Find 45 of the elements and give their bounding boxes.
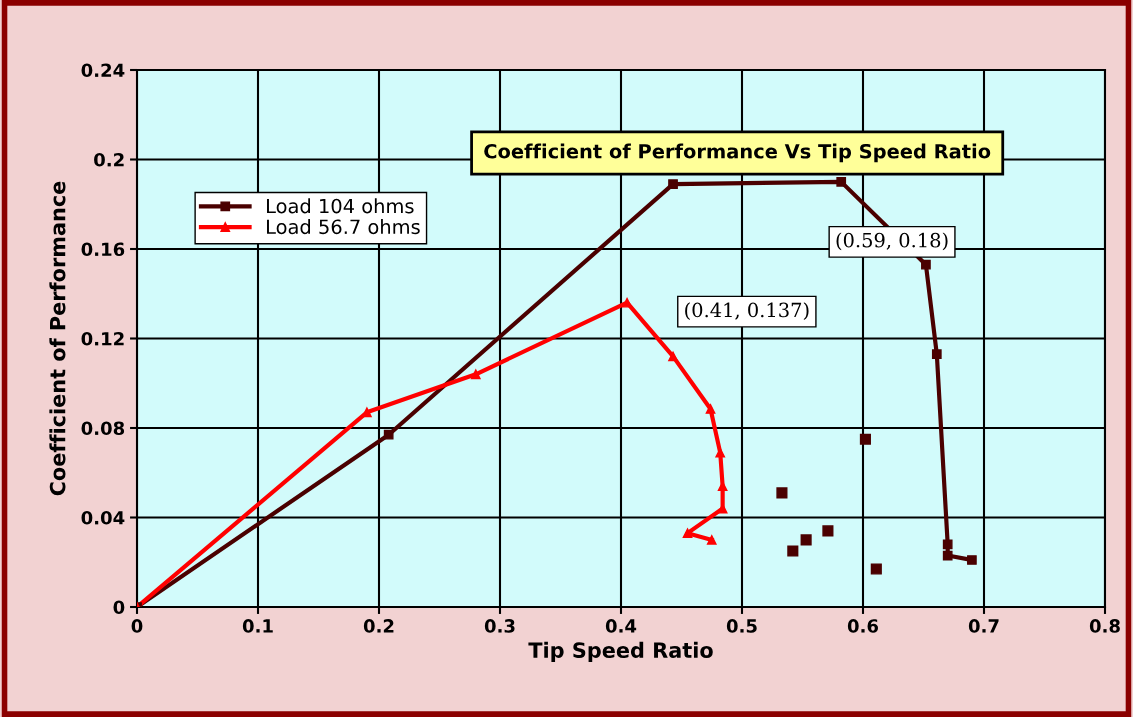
y-tick-label: 0.24 xyxy=(81,63,125,78)
point xyxy=(967,555,977,565)
point xyxy=(362,407,372,418)
point xyxy=(715,447,726,458)
x-tick-label: 0 xyxy=(131,619,143,633)
y-tick-label: 0.12 xyxy=(81,331,124,346)
point xyxy=(668,351,678,362)
x-tick-label: 0.3 xyxy=(484,619,515,633)
point xyxy=(931,349,942,360)
point xyxy=(470,369,481,380)
point xyxy=(682,528,693,539)
point xyxy=(942,550,953,561)
x-tick-label: 0.5 xyxy=(726,619,757,633)
x-tick-label: 0.1 xyxy=(242,619,273,633)
point xyxy=(942,539,953,550)
x-tick-label: 0.6 xyxy=(847,619,879,633)
x-tick-label: 0.4 xyxy=(605,619,637,633)
y-tick-label: 0.04 xyxy=(81,510,125,525)
point xyxy=(668,179,678,189)
y-tick-label: 0.16 xyxy=(81,242,125,257)
x-tick-label: 0.2 xyxy=(363,619,394,633)
legend-label: Load 104 ohms xyxy=(267,198,414,214)
point xyxy=(383,429,394,440)
x-tick-label: 0.8 xyxy=(1089,619,1120,633)
point xyxy=(870,563,882,575)
point xyxy=(705,404,716,414)
point xyxy=(822,525,834,537)
annotation: (0.41, 0.137) xyxy=(685,302,809,321)
y-tick-label: 0.2 xyxy=(94,152,124,167)
point xyxy=(787,545,799,557)
x-axis-title: Tip Speed Ratio xyxy=(528,641,713,662)
point xyxy=(859,433,871,445)
y-tick-label: 0.08 xyxy=(81,421,125,436)
point xyxy=(921,259,931,270)
text: Coefficient of Performance Vs Tip Speed Ratio xyxy=(484,143,991,163)
legend-label: Load 56.7 ohms xyxy=(267,219,420,235)
point xyxy=(836,177,847,187)
point xyxy=(706,535,717,545)
point xyxy=(776,487,788,499)
y-tick-label: 0 xyxy=(113,600,125,615)
y-axis-title: Coefficient of Performance xyxy=(49,181,66,496)
point xyxy=(800,534,812,546)
point xyxy=(622,297,632,308)
annotation: (0.59, 0.18) xyxy=(836,232,948,251)
x-tick-label: 0.7 xyxy=(968,619,999,633)
